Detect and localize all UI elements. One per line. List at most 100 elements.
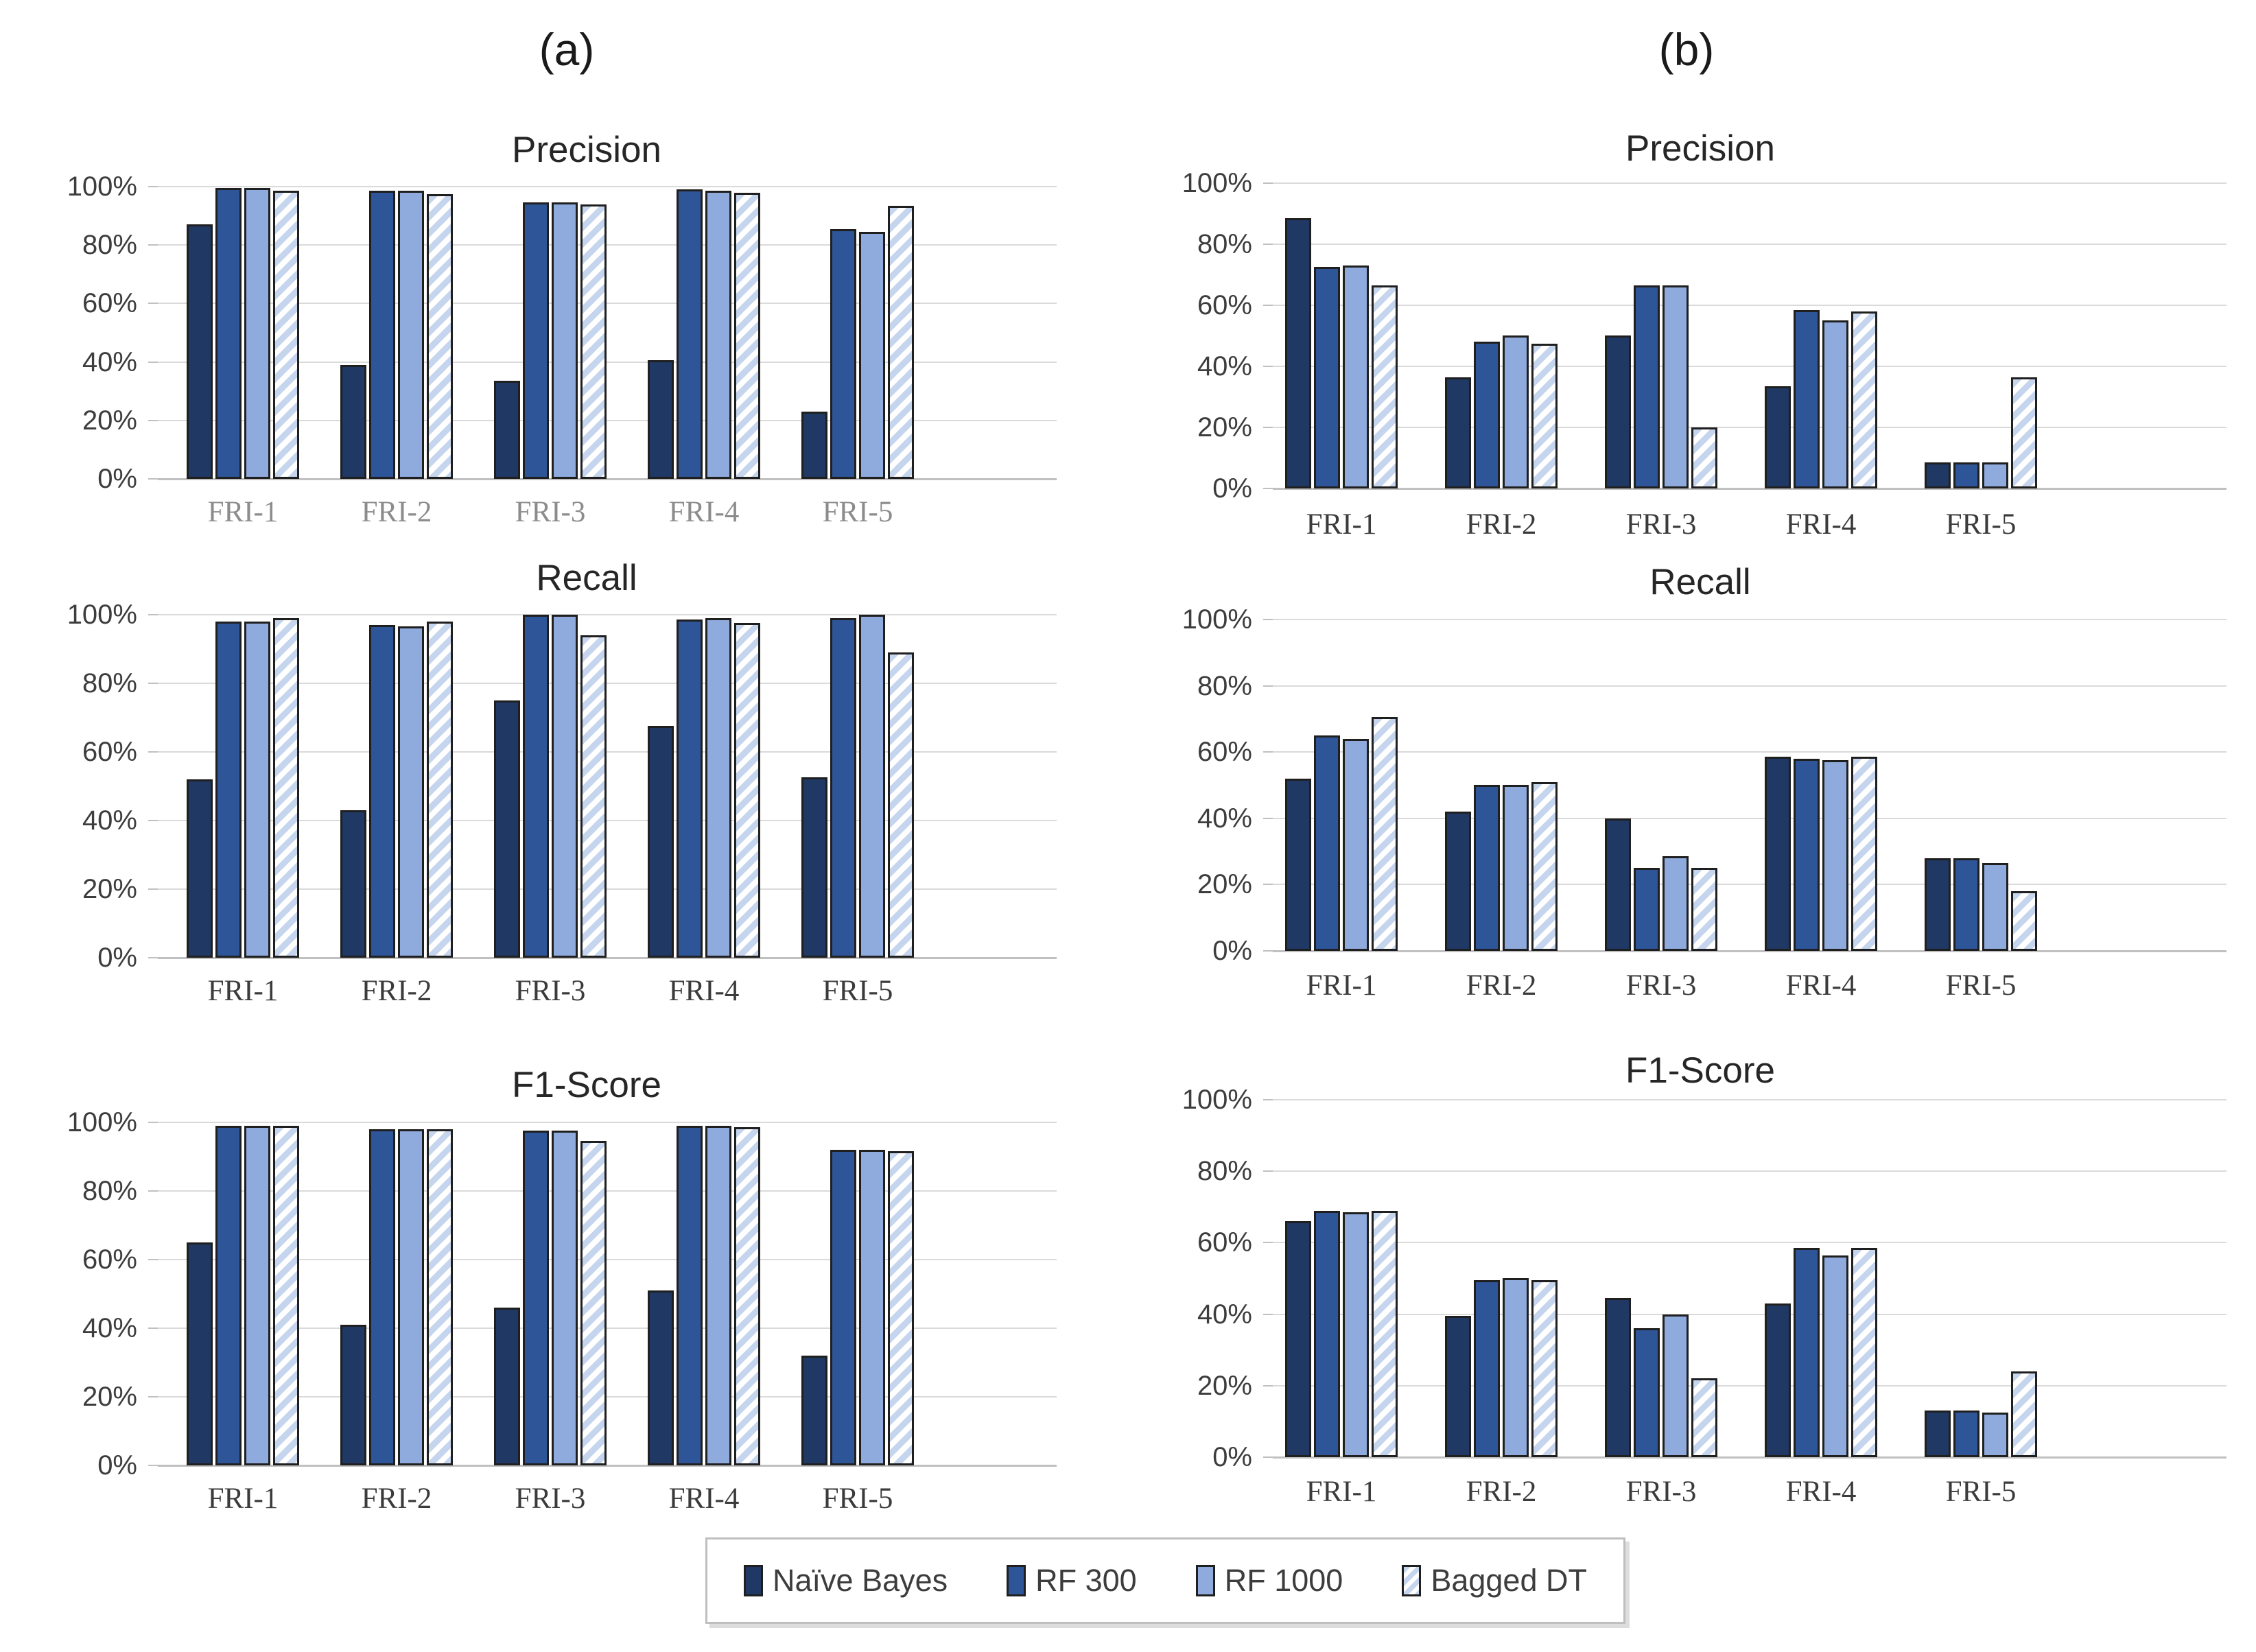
bar-rf-300-fri-1 (215, 622, 242, 958)
legend-item-rf-1000: RF 1000 (1195, 1563, 1343, 1598)
bar-bagged-dt-fri-1 (1372, 717, 1398, 951)
bar-rf-300-fri-1 (215, 188, 242, 479)
x-tick-label: FRI-3 (515, 496, 586, 528)
bar-naive-bayes-fri-5 (1925, 1411, 1951, 1457)
y-tick-mark (1263, 366, 1273, 367)
bar-rf-1000-fri-3 (552, 615, 578, 958)
y-tick-mark (148, 1122, 158, 1123)
legend-label-rf-300: RF 300 (1035, 1563, 1137, 1598)
y-tick-label: 20% (82, 405, 137, 436)
y-tick-label: 40% (82, 1313, 137, 1343)
y-tick-mark (148, 1328, 158, 1329)
y-tick-mark (148, 1465, 158, 1466)
x-tick-label: FRI-3 (1625, 508, 1697, 541)
y-tick-mark (148, 1396, 158, 1397)
bar-rf-300-fri-3 (523, 1131, 549, 1465)
gridline (1273, 1385, 2226, 1386)
legend: Naïve Bayes RF 300 RF 1000 Bagged DT (705, 1537, 1625, 1624)
gridline (1273, 366, 2226, 367)
bar-rf-1000-fri-1 (1343, 266, 1369, 488)
bar-rf-1000-fri-2 (398, 626, 424, 958)
bar-rf-1000-fri-1 (244, 1126, 270, 1465)
bar-rf-300-fri-3 (523, 202, 549, 479)
bar-rf-1000-fri-2 (1503, 335, 1529, 488)
bar-naive-bayes-fri-1 (1285, 1221, 1311, 1457)
naive-bayes-swatch-icon (744, 1565, 764, 1596)
bar-bagged-dt-fri-3 (1691, 868, 1717, 951)
chart-title: Recall (536, 558, 637, 598)
gridline (158, 244, 1057, 246)
y-tick-mark (148, 888, 158, 890)
bar-bagged-dt-fri-5 (888, 206, 914, 479)
bar-naive-bayes-fri-3 (1605, 335, 1631, 488)
y-tick-label: 100% (67, 600, 137, 630)
gridline (158, 888, 1057, 890)
y-tick-mark (1263, 685, 1273, 687)
bar-bagged-dt-fri-5 (2011, 891, 2037, 951)
bar-bagged-dt-fri-3 (580, 1141, 607, 1465)
bar-rf-1000-fri-4 (705, 618, 731, 958)
chart-title: Precision (512, 130, 661, 170)
y-tick-label: 60% (82, 737, 137, 767)
bagged-dt-swatch-icon (1402, 1565, 1422, 1596)
bar-bagged-dt-fri-5 (888, 652, 914, 958)
bar-rf-1000-fri-5 (859, 615, 885, 958)
y-tick-label: 60% (82, 288, 137, 318)
y-tick-mark (1263, 1170, 1273, 1172)
bar-rf-300-fri-3 (523, 615, 549, 958)
bar-rf-300-fri-4 (1794, 1248, 1820, 1457)
bar-rf-300-fri-5 (830, 1150, 856, 1465)
bar-rf-1000-fri-1 (244, 622, 270, 958)
bar-rf-300-fri-5 (1953, 1411, 1979, 1457)
bar-bagged-dt-fri-3 (1691, 1378, 1717, 1457)
y-tick-mark (148, 478, 158, 480)
x-tick-label: FRI-4 (1785, 508, 1857, 541)
gridline (1273, 182, 2226, 184)
gridline (1273, 751, 2226, 753)
bar-rf-300-fri-3 (1634, 285, 1660, 488)
x-axis-line (1273, 950, 2226, 952)
bar-bagged-dt-fri-1 (273, 1126, 299, 1465)
x-tick-label: FRI-2 (1466, 969, 1537, 1002)
bar-rf-300-fri-1 (1314, 1211, 1340, 1457)
bar-naive-bayes-fri-5 (1925, 858, 1951, 951)
bar-rf-1000-fri-4 (705, 191, 731, 479)
y-tick-label: 0% (1212, 936, 1252, 966)
x-tick-label: FRI-1 (207, 1483, 279, 1515)
bar-rf-1000-fri-4 (1822, 760, 1848, 951)
bar-rf-300-fri-4 (1794, 310, 1820, 488)
gridline (1273, 818, 2226, 819)
y-tick-label: 100% (67, 172, 137, 202)
bar-naive-bayes-fri-4 (1765, 757, 1791, 951)
y-tick-label: 80% (82, 230, 137, 260)
bar-rf-1000-fri-2 (1503, 785, 1529, 951)
y-tick-mark (1263, 488, 1273, 489)
y-tick-mark (148, 614, 158, 615)
y-tick-label: 0% (97, 943, 137, 973)
y-tick-mark (1263, 818, 1273, 819)
panel-label-b: (b) (1658, 24, 1715, 75)
bar-rf-300-fri-2 (369, 625, 395, 958)
rf-1000-swatch-icon (1195, 1565, 1215, 1596)
y-tick-mark (1263, 1385, 1273, 1386)
y-tick-mark (1263, 884, 1273, 885)
y-tick-mark (148, 244, 158, 246)
y-tick-label: 20% (82, 1382, 137, 1412)
y-tick-label: 40% (82, 805, 137, 836)
bar-rf-1000-fri-2 (398, 191, 424, 479)
bar-rf-1000-fri-3 (1662, 285, 1689, 488)
y-tick-mark (1263, 182, 1273, 184)
bar-bagged-dt-fri-2 (1531, 344, 1558, 488)
x-tick-label: FRI-3 (515, 975, 586, 1007)
x-tick-label: FRI-3 (1625, 1476, 1697, 1508)
y-tick-label: 60% (1197, 737, 1252, 767)
y-tick-mark (148, 820, 158, 821)
legend-item-naive-bayes: Naïve Bayes (744, 1563, 948, 1598)
gridline (158, 1396, 1057, 1397)
bar-rf-1000-fri-2 (1503, 1278, 1529, 1457)
bar-rf-1000-fri-5 (859, 1150, 885, 1465)
x-tick-label: FRI-1 (1306, 508, 1377, 541)
bar-rf-300-fri-4 (677, 620, 703, 958)
bar-rf-300-fri-2 (1474, 342, 1500, 488)
